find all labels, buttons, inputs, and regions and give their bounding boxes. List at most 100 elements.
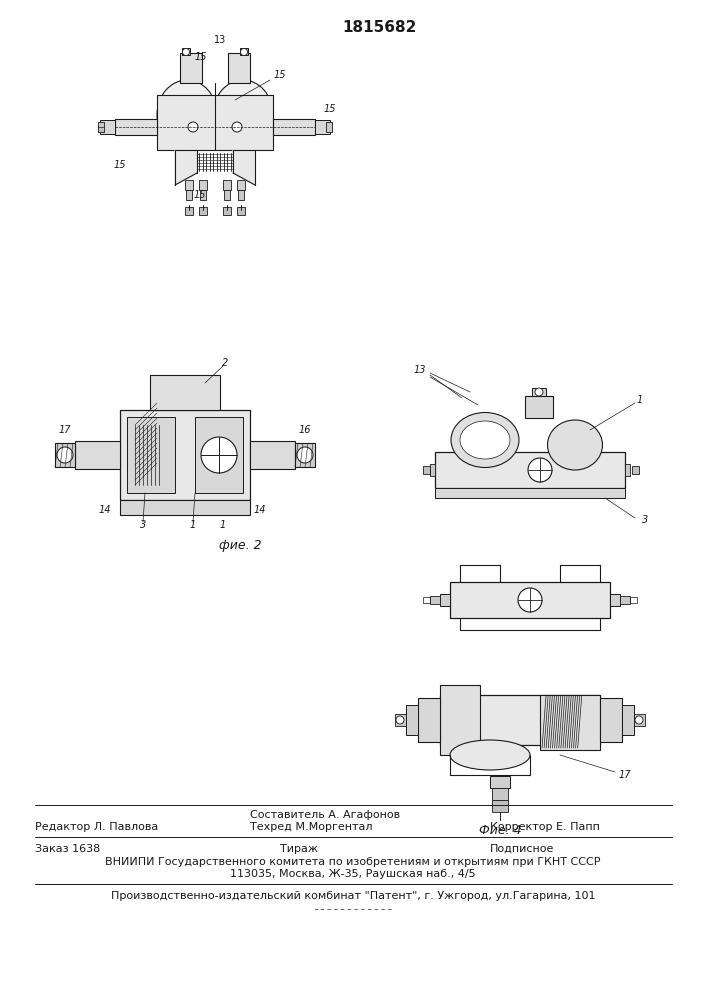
Bar	[237, 207, 245, 215]
Bar	[540, 695, 600, 750]
Bar	[186, 190, 192, 200]
Ellipse shape	[450, 740, 530, 770]
Text: 15: 15	[324, 104, 337, 114]
Circle shape	[182, 48, 189, 55]
Bar	[634, 714, 645, 726]
Ellipse shape	[547, 420, 602, 470]
Text: Тираж: Тираж	[280, 844, 318, 854]
Bar	[492, 788, 508, 800]
Circle shape	[528, 458, 552, 482]
Bar	[625, 464, 630, 476]
Text: Фие. 4: Фие. 4	[479, 824, 521, 836]
Bar	[620, 596, 630, 604]
Bar	[185, 180, 193, 190]
Bar	[492, 800, 508, 812]
Bar	[180, 53, 202, 83]
Bar	[150, 375, 220, 410]
Bar	[182, 48, 190, 55]
Bar	[200, 190, 206, 200]
Bar	[435, 452, 625, 488]
Bar	[430, 596, 440, 604]
Bar	[610, 594, 620, 606]
Text: Заказ 1638: Заказ 1638	[35, 844, 100, 854]
Circle shape	[297, 447, 313, 463]
Bar	[315, 120, 330, 134]
Ellipse shape	[460, 421, 510, 459]
Text: 1815682: 1815682	[343, 20, 417, 35]
Bar	[450, 582, 610, 618]
Bar	[430, 464, 435, 476]
Text: Техред М.Моргентал: Техред М.Моргентал	[250, 822, 373, 832]
Text: 3: 3	[642, 515, 648, 525]
Bar	[440, 685, 480, 755]
Bar	[250, 441, 295, 469]
Text: 3: 3	[140, 520, 146, 530]
Text: 16: 16	[299, 425, 311, 435]
Bar	[622, 705, 634, 735]
Bar	[440, 594, 450, 606]
Bar	[525, 396, 553, 418]
Bar	[199, 207, 207, 215]
Bar	[127, 417, 175, 493]
Bar	[199, 180, 207, 190]
Bar	[98, 122, 104, 132]
Bar	[115, 119, 157, 135]
Text: 13: 13	[214, 35, 226, 45]
Bar	[423, 597, 430, 603]
Bar	[406, 705, 418, 735]
Text: Редактор Л. Павлова: Редактор Л. Павлова	[35, 822, 158, 832]
Text: 13: 13	[414, 365, 426, 375]
Bar	[423, 466, 430, 474]
Bar	[490, 776, 510, 788]
Text: 14: 14	[254, 505, 267, 515]
Polygon shape	[233, 150, 255, 185]
Text: 14: 14	[99, 505, 111, 515]
Bar	[120, 500, 250, 515]
Text: 15: 15	[194, 52, 207, 62]
Text: Корректор Е. Папп: Корректор Е. Папп	[490, 822, 600, 832]
Bar	[240, 48, 248, 55]
Bar	[632, 466, 639, 474]
Circle shape	[518, 588, 542, 612]
Circle shape	[396, 716, 404, 724]
Bar	[237, 180, 245, 190]
Bar	[120, 410, 250, 500]
Circle shape	[201, 437, 237, 473]
Text: Составитель А. Агафонов: Составитель А. Агафонов	[250, 810, 400, 820]
Bar	[185, 207, 193, 215]
Text: ВНИИПИ Государственного комитета по изобретениям и открытиям при ГКНТ СССР: ВНИИПИ Государственного комитета по изоб…	[105, 857, 601, 867]
Bar	[228, 53, 250, 83]
Bar	[326, 122, 332, 132]
Circle shape	[535, 388, 543, 396]
Text: 113035, Москва, Ж-35, Раушская наб., 4/5: 113035, Москва, Ж-35, Раушская наб., 4/5	[230, 869, 476, 879]
Bar	[238, 190, 244, 200]
Ellipse shape	[451, 412, 519, 468]
Circle shape	[232, 122, 242, 132]
Bar	[223, 207, 231, 215]
Text: 17: 17	[59, 425, 71, 435]
Text: 1: 1	[637, 395, 643, 405]
Text: 1: 1	[220, 520, 226, 530]
Text: фие. 2: фие. 2	[218, 538, 262, 552]
Ellipse shape	[157, 80, 217, 150]
Text: ─  ─  ─  ─  ─  ─  ─  ─  ─  ─  ─  ─: ─ ─ ─ ─ ─ ─ ─ ─ ─ ─ ─ ─	[314, 908, 392, 914]
Bar	[98, 127, 104, 132]
Text: 2: 2	[222, 358, 228, 368]
Text: Подписное: Подписное	[490, 844, 554, 854]
Bar	[157, 95, 273, 150]
Bar	[600, 698, 622, 742]
Bar	[224, 190, 230, 200]
Bar	[273, 119, 315, 135]
Polygon shape	[175, 150, 197, 185]
Text: 1: 1	[190, 520, 196, 530]
Bar	[100, 120, 115, 134]
Bar	[223, 180, 231, 190]
Bar	[55, 443, 75, 467]
Bar	[295, 443, 315, 467]
Text: 15: 15	[194, 190, 206, 200]
Bar	[435, 488, 625, 498]
Bar	[75, 441, 120, 469]
Text: 15: 15	[114, 160, 127, 170]
Bar	[395, 714, 406, 726]
Ellipse shape	[213, 80, 273, 150]
